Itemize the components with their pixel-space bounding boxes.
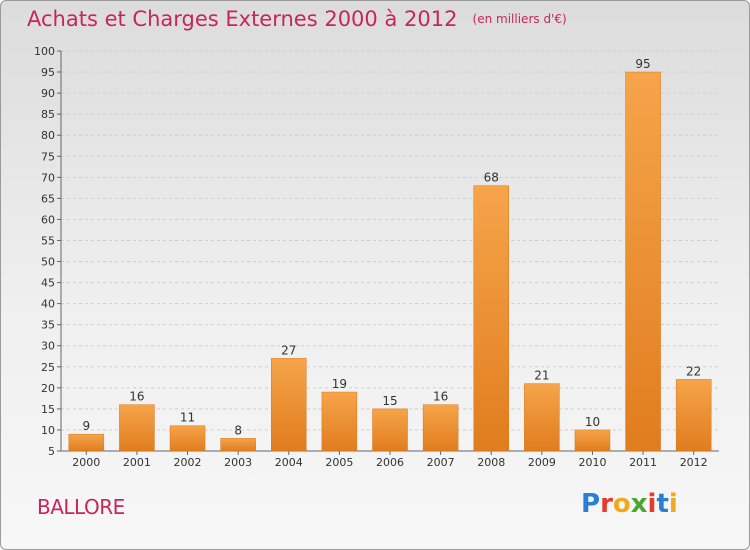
x-tick-label: 2000 — [72, 456, 100, 469]
bar-value-label: 95 — [635, 57, 650, 71]
y-tick-label: 30 — [41, 340, 55, 353]
y-tick-label: 90 — [41, 87, 55, 100]
y-tick-label: 95 — [41, 66, 55, 79]
bars — [68, 71, 712, 452]
proxiti-logo: Proxiti — [581, 489, 678, 519]
logo-letter: i — [647, 489, 657, 519]
commune-name: BALLORE — [37, 495, 125, 519]
chart-unit: (en milliers d'€) — [472, 12, 567, 26]
y-tick-label: 85 — [41, 108, 55, 121]
y-tick-label: 20 — [41, 382, 55, 395]
chart-title-text: Achats et Charges Externes 2000 à 2012 — [27, 7, 458, 31]
x-tick-label: 2006 — [376, 456, 404, 469]
y-tick-label: 35 — [41, 319, 55, 332]
bar — [372, 408, 408, 452]
y-tick-label: 40 — [41, 298, 55, 311]
y-tick-label: 65 — [41, 192, 55, 205]
bar — [220, 438, 256, 452]
bar-value-label: 68 — [484, 171, 499, 185]
bar-value-label: 9 — [82, 419, 90, 433]
bar-value-label: 16 — [433, 390, 448, 404]
bar — [119, 404, 155, 452]
bar — [68, 433, 105, 452]
y-tick-label: 45 — [41, 277, 55, 290]
bar-value-label: 10 — [585, 415, 600, 429]
y-tick-label: 60 — [41, 213, 55, 226]
y-tick-label: 55 — [41, 234, 55, 247]
bar-value-label: 11 — [180, 411, 195, 425]
y-tick-label: 80 — [41, 129, 55, 142]
bar — [524, 383, 560, 452]
bar — [574, 429, 611, 452]
bar-value-label: 8 — [234, 423, 242, 437]
x-tick-label: 2005 — [325, 456, 353, 469]
logo-letter: P — [581, 489, 601, 519]
bar — [169, 425, 206, 452]
logo-letter: i — [668, 489, 678, 519]
logo-letter: t — [656, 489, 669, 519]
x-tick-label: 2012 — [680, 456, 708, 469]
x-tick-label: 2003 — [224, 456, 252, 469]
logo-letter: r — [600, 489, 613, 519]
data-labels: 9 16 11 8 27 19 15 16 68 21 10 95 22 — [82, 57, 701, 437]
bar-value-label: 15 — [382, 394, 397, 408]
bar — [271, 358, 307, 452]
bar-value-label: 22 — [686, 364, 701, 378]
x-tick-label: 2001 — [123, 456, 151, 469]
y-tick-label: 15 — [41, 403, 55, 416]
y-tick-label: 100 — [34, 45, 55, 58]
x-tick-label: 2004 — [275, 456, 303, 469]
bar — [625, 71, 661, 452]
bar-value-label: 21 — [534, 369, 549, 383]
x-tick-label: 2008 — [477, 456, 505, 469]
y-tick-label: 10 — [41, 424, 55, 437]
bar — [321, 391, 358, 452]
axes: 5 10 15 20 25 30 35 40 45 50 55 60 65 70 75 80 85 90 95 100… — [34, 45, 719, 469]
y-tick-label: 25 — [41, 361, 55, 374]
y-tick-label: 75 — [41, 150, 55, 163]
bar — [473, 185, 509, 452]
x-tick-label: 2011 — [629, 456, 657, 469]
bar-value-label: 19 — [332, 377, 347, 391]
y-tick-label: 70 — [41, 171, 55, 184]
bar-value-label: 16 — [129, 390, 144, 404]
y-tick-label: 5 — [48, 445, 55, 458]
y-tick-label: 50 — [41, 256, 55, 269]
x-tick-label: 2009 — [528, 456, 556, 469]
x-tick-label: 2007 — [427, 456, 455, 469]
x-tick-label: 2010 — [578, 456, 606, 469]
bar — [675, 379, 712, 452]
bar-value-label: 27 — [281, 343, 296, 357]
x-tick-label: 2002 — [174, 456, 202, 469]
gridlines — [61, 50, 719, 452]
bar — [422, 404, 459, 452]
logo-letter: o — [612, 489, 631, 519]
logo-letter: x — [630, 489, 648, 519]
chart-title: Achats et Charges Externes 2000 à 2012 (… — [27, 7, 567, 31]
